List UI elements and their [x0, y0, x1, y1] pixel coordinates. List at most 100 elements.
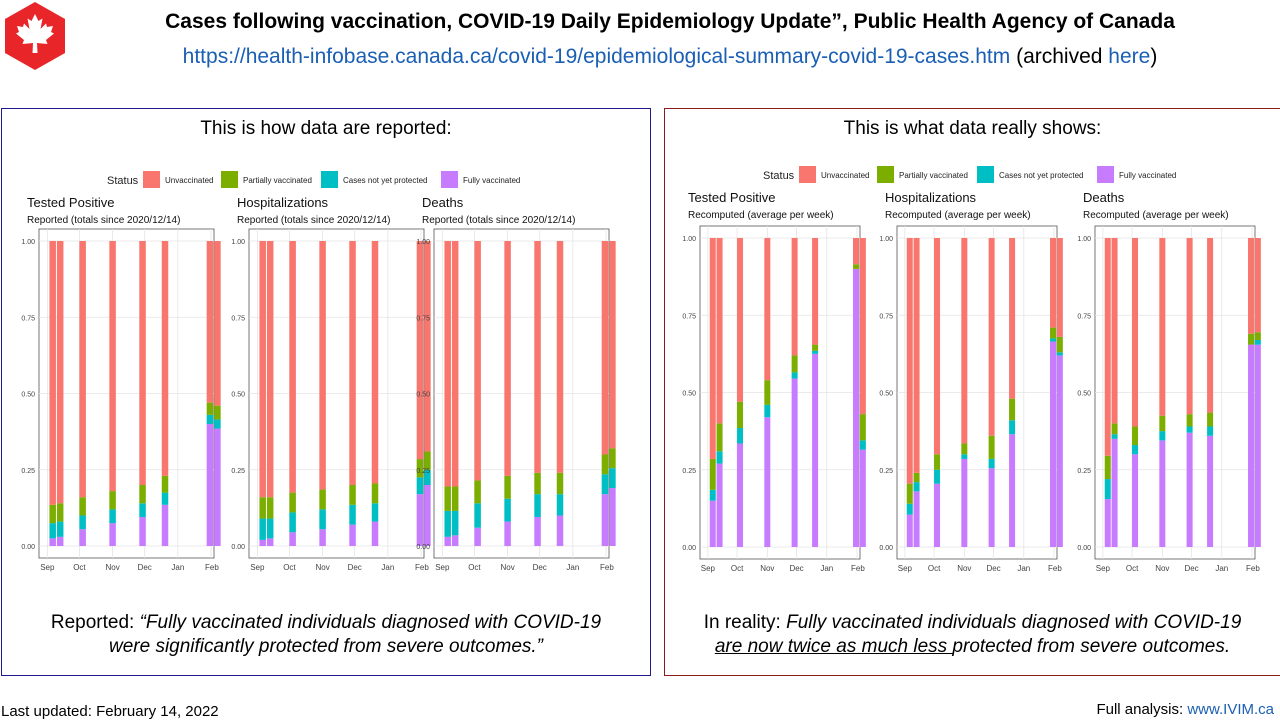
bar-segment-unvax: [474, 241, 481, 481]
archived-suffix-text: ): [1150, 45, 1158, 68]
y-tick-label: 0.25: [1077, 468, 1091, 475]
bar-segment-fully: [161, 504, 169, 546]
x-tick-label: Feb: [205, 563, 219, 572]
x-tick-label: Oct: [1126, 564, 1139, 573]
bar-segment-fully: [534, 517, 541, 546]
bar-segment-notyet: [289, 512, 296, 533]
ivim-link[interactable]: www.IVIM.ca: [1187, 701, 1274, 718]
y-tick-label: 0.25: [231, 468, 245, 475]
bar-segment-fully: [601, 494, 609, 546]
facet-subtitle: Recomputed (average per week): [885, 210, 1031, 221]
y-tick-label: 0.25: [21, 468, 35, 475]
bar-segment-notyet: [214, 419, 221, 429]
bar-segment-partial: [791, 355, 798, 373]
x-tick-label: Feb: [1246, 564, 1260, 573]
bar-segment-fully: [764, 417, 771, 547]
bar-segment-partial: [1186, 414, 1193, 427]
bar-segment-unvax: [812, 238, 819, 345]
x-tick-label: Oct: [928, 564, 941, 573]
bar-segment-notyet: [444, 510, 451, 537]
y-tick-label: 0.50: [416, 392, 430, 399]
y-tick-label: 0.00: [682, 545, 696, 552]
bar-segment-notyet: [791, 372, 798, 379]
source-line: https://health-infobase.canada.ca/covid-…: [80, 45, 1260, 69]
bar-segment-partial: [1104, 455, 1111, 480]
bar-segment-unvax: [913, 238, 920, 473]
bar-segment-fully: [1159, 440, 1166, 547]
bar-segment-partial: [109, 491, 116, 510]
bar-segment-fully: [214, 428, 221, 546]
bar-segment-partial: [709, 458, 716, 490]
legend-swatch-fully-vaccinated: [1097, 166, 1114, 183]
x-tick-label: Feb: [851, 564, 865, 573]
bar-segment-notyet: [504, 498, 511, 522]
bar-segment-notyet: [859, 440, 866, 450]
x-tick-label: Sep: [250, 563, 265, 572]
bar-segment-notyet: [56, 521, 64, 537]
facet-title: Deaths: [1083, 190, 1125, 205]
bar-segment-fully: [56, 536, 64, 546]
x-tick-label: Sep: [898, 564, 913, 573]
facet-subtitle: Reported (totals since 2020/12/14): [237, 215, 390, 226]
bar-segment-notyet: [601, 474, 609, 495]
legend-swatch-partially-vaccinated: [221, 171, 238, 188]
x-tick-label: Feb: [600, 563, 614, 572]
bar-segment-unvax: [764, 238, 771, 381]
bar-segment-notyet: [934, 469, 941, 484]
facet-title: Tested Positive: [688, 190, 775, 205]
bar-segment-fully: [474, 527, 481, 546]
bar-segment-notyet: [556, 494, 564, 516]
x-tick-label: Jan: [381, 563, 394, 572]
x-tick-label: Oct: [73, 563, 86, 572]
bar-segment-fully: [371, 521, 379, 546]
bar-segment-notyet: [266, 518, 274, 539]
bar-segment-notyet: [349, 504, 356, 525]
x-tick-label: Nov: [760, 564, 774, 573]
bar-segment-partial: [859, 414, 866, 441]
bar-segment-unvax: [934, 238, 941, 455]
y-tick-label: 0.00: [231, 544, 245, 551]
bar-segment-partial: [601, 454, 609, 475]
y-tick-label: 0.75: [1077, 313, 1091, 320]
bar-segment-fully: [716, 463, 723, 547]
x-tick-label: Dec: [789, 564, 803, 573]
reported-quote-line1: “Fully vaccinated individuals diagnosed …: [139, 612, 602, 633]
bar-segment-partial: [812, 344, 819, 351]
bar-segment-partial: [371, 483, 379, 504]
canada-flag-logo: [5, 2, 65, 70]
bar-segment-partial: [1132, 426, 1139, 446]
bar-segment-fully: [913, 491, 920, 547]
y-tick-label: 0.25: [416, 468, 430, 475]
bar-segment-partial: [49, 504, 56, 524]
x-tick-label: Sep: [40, 563, 55, 572]
bar-segment-unvax: [1132, 238, 1139, 427]
y-tick-label: 1.00: [682, 236, 696, 243]
legend-title: Status: [107, 175, 139, 187]
bar-segment-notyet: [319, 509, 326, 530]
bar-segment-fully: [791, 378, 798, 547]
archived-here-link[interactable]: here: [1108, 45, 1151, 68]
facet-title: Tested Positive: [27, 195, 114, 210]
bar-segment-notyet: [737, 428, 744, 444]
x-tick-label: Dec: [348, 563, 362, 572]
y-tick-label: 0.75: [416, 315, 430, 322]
bar-segment-partial: [349, 485, 356, 505]
bar-segment-notyet: [424, 469, 431, 485]
bar-segment-partial: [444, 486, 451, 511]
bar-segment-unvax: [451, 241, 459, 487]
bar-segment-fully: [1056, 355, 1063, 547]
x-tick-label: Jan: [171, 563, 184, 572]
bar-segment-notyet: [988, 458, 995, 469]
x-tick-label: Dec: [986, 564, 1000, 573]
bar-segment-notyet: [79, 515, 86, 530]
bar-segment-fully: [1050, 341, 1057, 547]
facet-subtitle: Reported (totals since 2020/12/14): [27, 215, 180, 226]
bar-segment-unvax: [961, 238, 968, 444]
y-tick-label: 0.50: [231, 392, 245, 399]
bar-segment-unvax: [109, 241, 116, 492]
x-tick-label: Sep: [435, 563, 450, 572]
bar-segment-partial: [737, 401, 744, 429]
bar-segment-partial: [764, 380, 771, 405]
bar-segment-unvax: [444, 241, 451, 487]
source-url-link[interactable]: https://health-infobase.canada.ca/covid-…: [182, 45, 1011, 68]
